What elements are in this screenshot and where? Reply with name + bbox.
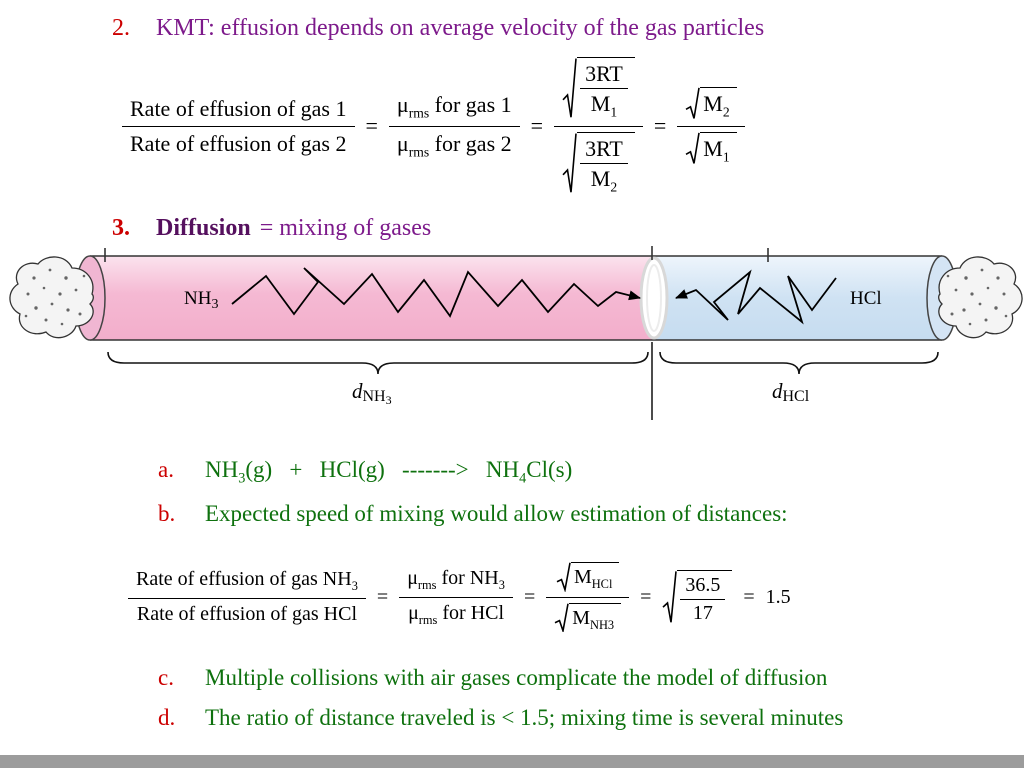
heading-kmt-text: KMT: effusion depends on average velocit… [156, 15, 765, 41]
sqrt-m-nh3: MNH3 [546, 598, 629, 634]
item-b-text: Expected speed of mixing would allow est… [205, 501, 788, 526]
radical-icon [685, 87, 700, 120]
radical-icon [562, 57, 577, 120]
equals-sign: = [523, 585, 536, 608]
heading-diffusion-rest: = mixing of gases [259, 215, 432, 241]
equation-effusion-general: Rate of effusion of gas 1 Rate of effusi… [122, 44, 745, 208]
distance-label-hcl: dHCl [772, 379, 810, 405]
reference-ticks [104, 246, 769, 262]
eq2-result: 1.5 [765, 585, 791, 608]
fraction-sqrt-3rt: 3RT M1 3RT M2 [554, 55, 643, 197]
heading-diffusion-number: 3. [112, 215, 130, 241]
heading-diffusion: 3. Diffusion = mixing of gases [112, 214, 431, 243]
radical-icon [554, 603, 569, 632]
sqrt-m1: M1 [677, 127, 744, 167]
hcl-random-walk-path [675, 269, 837, 325]
rate-gas2: Rate of effusion of gas 2 [130, 130, 347, 156]
distance-label-nh3: dNH3 [352, 379, 392, 407]
rate-gas1: Rate of effusion of gas 1 [122, 95, 355, 127]
hcl-gas-region [654, 256, 942, 340]
heading-kmt-number: 2. [112, 15, 130, 41]
item-c-text: Multiple collisions with air gases compl… [205, 665, 828, 690]
item-a-letter: a. [158, 457, 174, 482]
fraction-mu-ratio-2: μrms for NH3 μrms for HCl [399, 566, 513, 628]
radical-icon [662, 570, 677, 625]
item-c-letter: c. [158, 665, 174, 690]
rate-hcl: Rate of effusion of gas HCl [136, 602, 358, 625]
equals-sign: = [530, 113, 544, 139]
fraction-sqrt-m: M2 M1 [677, 85, 745, 167]
equals-sign: = [653, 113, 667, 139]
sqrt-3rt-m2: 3RT M2 [554, 127, 643, 197]
item-c: c. Multiple collisions with air gases co… [158, 664, 827, 692]
nh3-gas-region [90, 256, 654, 340]
radical-icon [556, 562, 571, 591]
heading-kmt: 2. KMT: effusion depends on average velo… [112, 14, 764, 43]
mu-gas1: μrms for gas 1 [388, 91, 520, 127]
sqrt-3rt-m1: 3RT M1 [554, 55, 643, 127]
item-a: a. NH3(g) + HCl(g) -------> NH4Cl(s) [158, 456, 572, 488]
fraction-sqrt-molar-mass: MHCl MNH3 [546, 560, 630, 634]
equation-effusion-nh3-hcl: Rate of effusion of gas NH3 Rate of effu… [128, 538, 791, 656]
fraction-mu-ratio: μrms for gas 1 μrms for gas 2 [388, 91, 520, 160]
item-b-letter: b. [158, 501, 176, 526]
item-d-letter: d. [158, 705, 176, 730]
cotton-plug-left [9, 256, 94, 339]
mu-nh3: μrms for NH3 [399, 566, 513, 598]
radical-icon [685, 132, 700, 165]
item-a-reaction: NH3(g) + HCl(g) -------> NH4Cl(s) [205, 457, 573, 487]
fraction-rate-ratio-2: Rate of effusion of gas NH3 Rate of effu… [128, 567, 366, 626]
sqrt-m2: M2 [677, 85, 745, 127]
collision-ring-inner [646, 264, 662, 332]
gas-label-hcl: HCl [850, 288, 882, 309]
brace-d-nh3 [107, 351, 649, 375]
equals-sign: = [376, 585, 389, 608]
mu-hcl: μrms for HCl [408, 601, 505, 627]
rate-nh3: Rate of effusion of gas NH3 [128, 567, 366, 599]
collision-ring [639, 256, 669, 340]
equals-sign: = [743, 585, 755, 608]
sqrt-m-hcl: MHCl [546, 560, 630, 598]
mu-gas2: μrms for gas 2 [396, 130, 512, 159]
equals-sign: = [365, 113, 378, 139]
gas-label-nh3: NH3 [184, 288, 218, 312]
item-b: b. Expected speed of mixing would allow … [158, 500, 788, 528]
diffusion-tube-diagram: NH3 HCl dNH3 dHCl [9, 246, 1023, 420]
item-d-text: The ratio of distance traveled is < 1.5;… [205, 705, 844, 730]
nh3-random-walk-path [231, 267, 641, 318]
radical-icon [562, 132, 577, 195]
brace-d-hcl [659, 351, 939, 375]
item-d: d. The ratio of distance traveled is < 1… [158, 704, 843, 732]
equals-sign: = [640, 585, 652, 608]
sqrt-ratio: 36.5 17 [662, 569, 733, 625]
fraction-rate-ratio: Rate of effusion of gas 1 Rate of effusi… [122, 95, 355, 157]
cotton-plug-right [938, 256, 1023, 339]
heading-diffusion-keyword: Diffusion [156, 215, 251, 241]
slide-edge-bar [0, 755, 1024, 768]
